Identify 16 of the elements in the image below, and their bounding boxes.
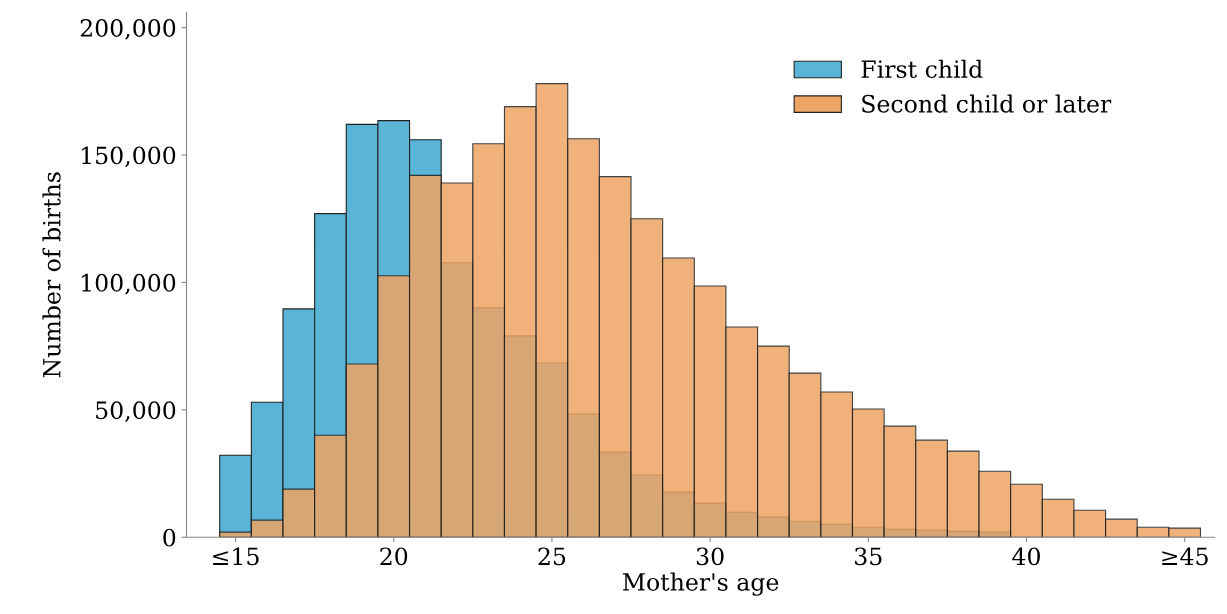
y-tick-label: 200,000: [80, 19, 176, 40]
y-tick-label: 150,000: [82, 146, 176, 168]
x-tick-label: 35: [855, 547, 882, 566]
x-tick-label: ≥45: [1162, 547, 1208, 566]
x-tick-label: 20: [380, 547, 408, 566]
x-tick-label: ≤15: [213, 547, 259, 566]
x-tick-label: 40: [1012, 547, 1040, 566]
x-tick-label: 25: [538, 547, 566, 566]
legend-label: First child: [861, 59, 983, 79]
legend-label: Second child or later: [862, 94, 1112, 113]
x-axis-title: Mother's age: [622, 572, 779, 596]
y-tick-label: 100,000: [82, 273, 176, 295]
y-axis-title: Number of births: [42, 172, 61, 378]
x-tick-label: 30: [696, 547, 724, 566]
y-tick-label: 50,000: [96, 401, 176, 423]
y-tick-label: 0: [163, 528, 176, 547]
